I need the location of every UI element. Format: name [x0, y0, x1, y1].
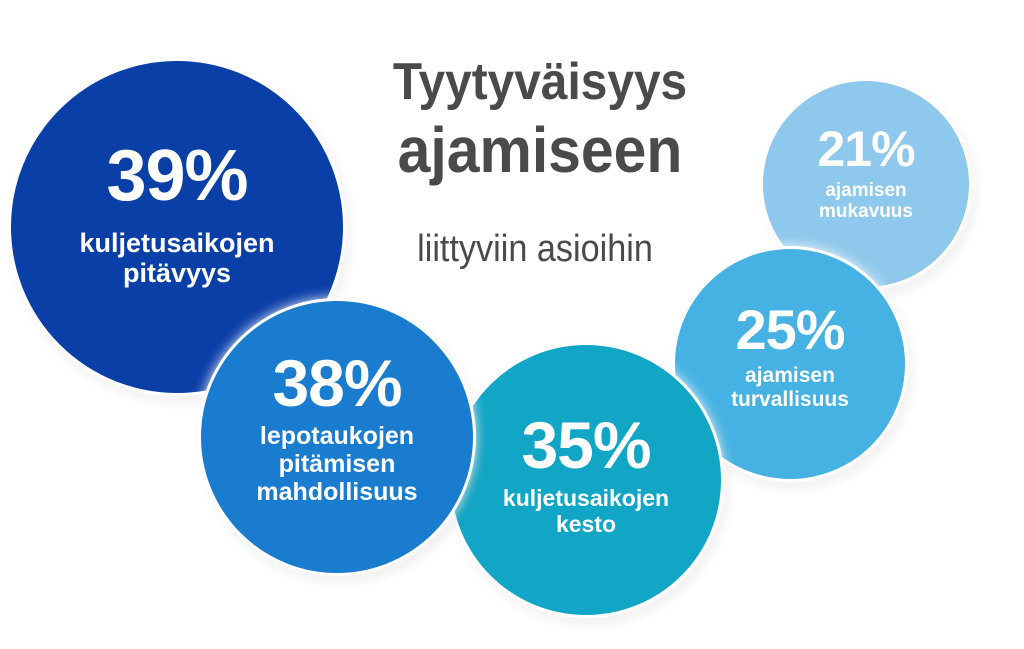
- bubble-kuljetusaikojen-kesto: 35% kuljetusaikojen kesto: [448, 342, 724, 618]
- chart-title-line1: Tyytyväisyys: [392, 53, 688, 111]
- chart-title-line2: ajamiseen: [397, 114, 683, 186]
- bubble-percentage: 39%: [106, 135, 248, 216]
- bubble-percentage: 38%: [272, 346, 402, 420]
- chart-subtitle: liittyviin asioihin: [417, 228, 653, 270]
- bubble-label: ajamisen mukavuus: [819, 179, 913, 222]
- bubble-lepotaukojen-pitamisen-mahdollisuus: 38% lepotaukojen pitämisen mahdollisuus: [198, 298, 476, 576]
- bubble-label: ajamisen turvallisuus: [731, 364, 849, 411]
- bubble-percentage: 35%: [521, 408, 651, 483]
- chart-title: Tyytyväisyys ajamiseen: [330, 50, 750, 186]
- bubble-label: lepotaukojen pitämisen mahdollisuus: [256, 422, 418, 506]
- bubble-label: kuljetusaikojen pitävyys: [79, 227, 275, 288]
- bubble-label: kuljetusaikojen kesto: [502, 485, 670, 537]
- bubble-percentage: 25%: [735, 298, 845, 362]
- bubble-percentage: 21%: [817, 120, 915, 177]
